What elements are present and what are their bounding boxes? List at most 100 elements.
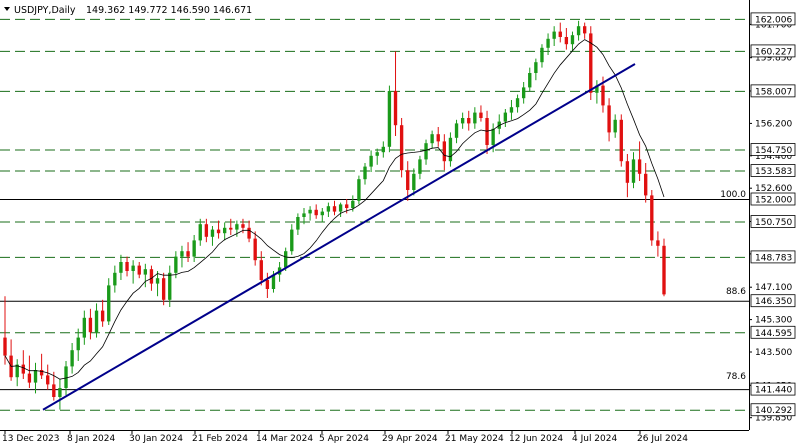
level-box-7 — [750, 250, 796, 264]
level-label-3: 154.750 — [755, 146, 792, 156]
levels-layer — [0, 18, 749, 411]
dropdown-triangle-icon[interactable] — [4, 7, 10, 11]
fib-labels-layer: 100.0 88.6 78.6 — [720, 190, 746, 382]
x-tick-label-3: 21 Feb 2024 — [192, 434, 248, 444]
candle-body-21 — [131, 265, 135, 271]
candle-body-39 — [241, 224, 245, 228]
x-tick-label-2: 30 Jan 2024 — [129, 434, 183, 444]
candle-body-73 — [448, 137, 453, 162]
candle-body-59 — [363, 166, 367, 180]
candle-body-34 — [210, 229, 215, 237]
level-box-8 — [750, 294, 796, 308]
fib-label-2: 78.6 — [726, 372, 746, 382]
symbol-label: USDJPY,Daily — [14, 5, 76, 16]
y-tick-label-12: 139.850 — [755, 414, 792, 424]
candle-body-27 — [168, 272, 172, 300]
candle-body-87 — [534, 62, 538, 73]
x-tick-label-9: 4 Jul 2024 — [572, 434, 617, 444]
candle-body-32 — [198, 224, 202, 241]
candle-body-3 — [21, 364, 25, 374]
level-label-2: 158.007 — [755, 87, 792, 97]
candle-body-97 — [595, 85, 599, 93]
candle-body-14 — [88, 317, 93, 333]
x-axis-ticks: 13 Dec 2023 8 Jan 2024 30 Jan 2024 21 Feb 2… — [2, 430, 688, 444]
level-box-0 — [750, 12, 796, 26]
candle-body-83 — [509, 107, 514, 113]
y-tick-label-8: 147.100 — [755, 283, 792, 293]
candle-body-2 — [15, 364, 19, 378]
fib-label-1: 88.6 — [726, 287, 746, 297]
candle-body-24 — [149, 269, 154, 284]
level-box-11 — [750, 403, 796, 417]
level-label-4: 153.583 — [755, 167, 792, 177]
x-tick-label-8: 12 Jun 2024 — [509, 434, 563, 444]
candle-body-80 — [491, 128, 495, 145]
candle-body-18 — [113, 272, 117, 286]
candle-body-92 — [564, 37, 569, 45]
candle-body-94 — [576, 26, 581, 36]
level-box-9 — [750, 325, 796, 339]
candle-body-42 — [259, 260, 263, 280]
candle-body-51 — [314, 209, 318, 216]
candle-body-6 — [39, 370, 44, 376]
candle-body-107 — [656, 240, 660, 246]
candle-body-5 — [33, 370, 38, 383]
candle-body-76 — [467, 118, 471, 124]
candle-body-84 — [515, 98, 520, 108]
candle-body-58 — [357, 179, 361, 201]
y-tick-label-4: 154.400 — [755, 152, 792, 162]
level-label-0: 162.006 — [755, 15, 792, 25]
trendline — [42, 63, 636, 411]
candle-body-88 — [540, 47, 544, 63]
candle-body-35 — [216, 229, 221, 234]
candle-body-57 — [351, 200, 355, 208]
level-box-1 — [750, 44, 796, 58]
candle-body-86 — [528, 73, 532, 88]
moving-average-line — [4, 39, 665, 380]
candle-body-22 — [137, 265, 141, 275]
candle-body-25 — [155, 278, 160, 284]
x-tick-label-1: 8 Jan 2024 — [67, 434, 115, 444]
candle-body-26 — [161, 278, 166, 300]
candle-body-16 — [100, 310, 105, 322]
candle-body-78 — [479, 112, 483, 118]
y-tick-label-0: 161.700 — [755, 20, 792, 30]
level-label-11: 140.292 — [755, 406, 792, 416]
y-tick-label-10: 143.500 — [755, 348, 792, 358]
level-label-1: 160.227 — [755, 47, 792, 57]
candle-body-77 — [473, 112, 477, 124]
candle-body-13 — [82, 317, 87, 338]
candle-body-37 — [229, 227, 233, 230]
candle-body-66 — [406, 170, 410, 190]
candle-body-70 — [430, 134, 434, 144]
candle-body-102 — [625, 161, 630, 183]
candle-body-50 — [308, 209, 312, 214]
x-tick-label-7: 21 May 2024 — [445, 434, 504, 444]
candle-body-90 — [552, 31, 556, 39]
x-tick-label-10: 26 Jul 2024 — [637, 434, 688, 444]
level-labels-layer: 162.006 160.227 158.007 154.750 153.583 152.0… — [750, 12, 796, 417]
y-tick-label-9: 145.300 — [755, 316, 792, 326]
candle-body-55 — [338, 204, 343, 212]
ohlc-values: 149.362 149.772 146.590 146.671 — [86, 5, 252, 16]
candle-body-28 — [174, 256, 178, 273]
y-tick-label-5: 152.600 — [755, 184, 792, 194]
level-label-7: 148.783 — [755, 253, 792, 263]
candle-body-101 — [619, 119, 623, 162]
candle-body-63 — [387, 91, 392, 147]
candle-body-61 — [375, 152, 379, 156]
candle-body-54 — [332, 206, 337, 212]
x-tick-label-4: 14 Mar 2024 — [256, 434, 313, 444]
level-label-5: 152.000 — [755, 196, 792, 206]
x-tick-label-5: 5 Apr 2024 — [319, 434, 369, 444]
candle-body-8 — [52, 384, 56, 397]
candle-body-36 — [222, 227, 227, 234]
candle-body-43 — [265, 280, 270, 289]
candle-body-105 — [644, 173, 648, 196]
candle-body-46 — [284, 251, 288, 268]
y-tick-label-3: 156.200 — [755, 119, 792, 129]
candle-body-99 — [607, 105, 611, 133]
candle-body-31 — [192, 240, 196, 257]
